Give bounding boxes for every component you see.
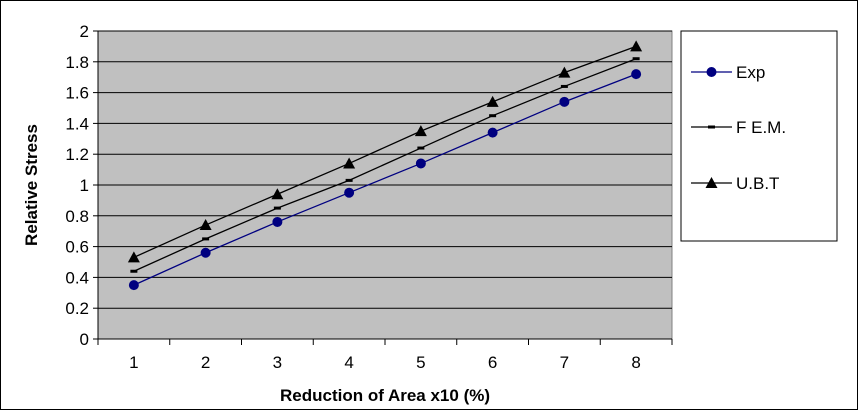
legend-marker bbox=[708, 125, 715, 129]
legend-marker bbox=[705, 177, 718, 188]
data-point bbox=[272, 216, 283, 227]
data-point bbox=[415, 158, 426, 169]
data-point bbox=[486, 95, 499, 107]
data-point bbox=[345, 178, 353, 182]
data-point bbox=[130, 269, 138, 273]
x-tick-label: 5 bbox=[416, 353, 425, 372]
legend-marker bbox=[706, 67, 717, 77]
x-tick-label: 8 bbox=[631, 353, 640, 372]
y-tick-label: 1.6 bbox=[65, 84, 89, 103]
x-tick-label: 3 bbox=[273, 353, 282, 372]
series-line bbox=[133, 73, 637, 286]
series-2 bbox=[127, 40, 643, 263]
data-point bbox=[199, 219, 212, 231]
y-tick-label: 0 bbox=[80, 330, 89, 349]
x-axis-title: Reduction of Area x10 (%) bbox=[280, 386, 490, 405]
data-point bbox=[631, 69, 642, 80]
y-tick-label: 0.2 bbox=[65, 299, 89, 318]
legend: Exp F E.M. U.B.T bbox=[680, 30, 838, 242]
data-point bbox=[489, 114, 497, 118]
data-point bbox=[127, 251, 140, 263]
series-lines bbox=[127, 40, 643, 291]
legend-label: U.B.T bbox=[736, 174, 779, 193]
data-point bbox=[414, 125, 427, 137]
y-tick-labels: 0 0.2 0.4 0.6 0.8 1 1.2 1.4 1.6 1.8 2 bbox=[65, 22, 89, 349]
data-point bbox=[271, 188, 284, 200]
axes bbox=[93, 30, 673, 345]
legend-label: Exp bbox=[736, 63, 765, 82]
x-tick-label: 6 bbox=[488, 353, 497, 372]
data-point bbox=[630, 40, 643, 52]
data-point bbox=[487, 127, 498, 138]
y-tick-label: 1.4 bbox=[65, 114, 89, 133]
y-tick-label: 1 bbox=[80, 176, 89, 195]
x-tick-label: 1 bbox=[129, 353, 138, 372]
data-point bbox=[632, 57, 640, 61]
data-point bbox=[560, 84, 568, 88]
data-point bbox=[128, 280, 139, 291]
data-point bbox=[417, 146, 425, 150]
data-point bbox=[559, 96, 570, 107]
data-point bbox=[273, 206, 281, 210]
legend-item: U.B.T bbox=[691, 174, 779, 193]
y-tick-label: 0.8 bbox=[65, 207, 89, 226]
x-tick-label: 4 bbox=[344, 353, 353, 372]
data-point bbox=[343, 157, 356, 169]
series-1 bbox=[130, 57, 640, 273]
x-tick-label: 7 bbox=[560, 353, 569, 372]
series-0 bbox=[128, 69, 642, 291]
data-point bbox=[200, 247, 211, 258]
data-point bbox=[558, 66, 571, 78]
y-tick-label: 1.8 bbox=[65, 53, 89, 72]
x-tick-labels: 1 2 3 4 5 6 7 8 bbox=[129, 353, 641, 372]
x-tick-label: 2 bbox=[201, 353, 210, 372]
y-tick-label: 2 bbox=[80, 22, 89, 41]
y-tick-label: 1.2 bbox=[65, 145, 89, 164]
legend-items: Exp F E.M. U.B.T bbox=[691, 63, 786, 193]
data-point bbox=[344, 187, 355, 198]
gridlines bbox=[98, 30, 672, 309]
y-axis-title: Relative Stress bbox=[22, 124, 41, 246]
y-tick-label: 0.4 bbox=[65, 268, 89, 287]
legend-item: Exp bbox=[691, 63, 765, 82]
legend-item: F E.M. bbox=[691, 118, 786, 137]
series-line bbox=[133, 45, 637, 258]
data-point bbox=[202, 237, 210, 241]
y-tick-label: 0.6 bbox=[65, 238, 89, 257]
series-line bbox=[133, 58, 637, 272]
legend-box bbox=[680, 30, 838, 242]
legend-label: F E.M. bbox=[736, 118, 786, 137]
